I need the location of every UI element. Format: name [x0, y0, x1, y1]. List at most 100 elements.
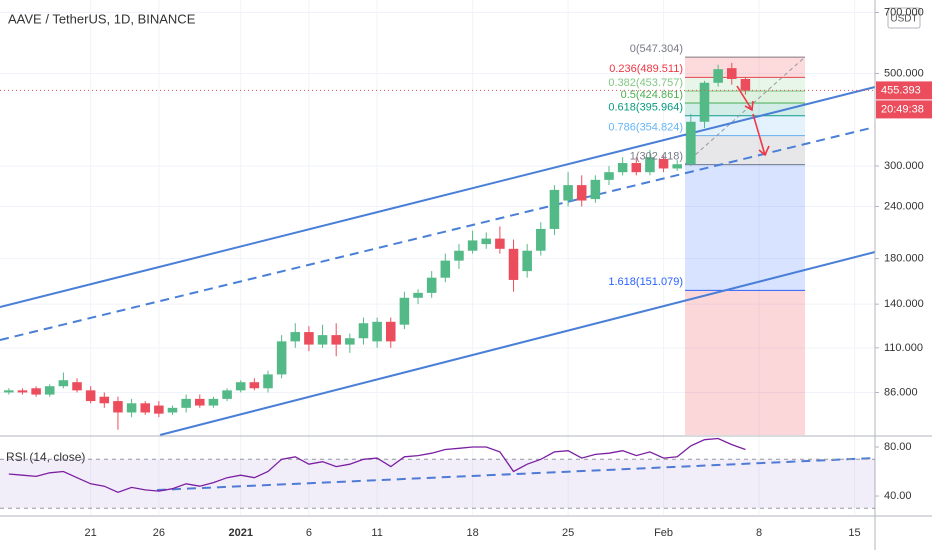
fib-label: 0.5(424.861)	[621, 89, 683, 101]
candle-body	[85, 390, 96, 402]
rsi-line	[8, 437, 746, 494]
fib-label: 0.236(489.511)	[609, 63, 683, 75]
y-tick-label: 110.000	[884, 342, 923, 354]
channel-bottom	[159, 251, 876, 436]
y-tick-label: 500.000	[884, 67, 924, 79]
candle-body	[426, 277, 437, 293]
rsi-y-tick-label: 80.00	[884, 441, 912, 453]
candle-body	[44, 386, 55, 395]
y-tick-label: 300.000	[884, 160, 924, 172]
x-tick-label: 11	[371, 527, 382, 539]
candle-body	[276, 341, 287, 375]
candle-body	[686, 121, 696, 165]
candle-body	[726, 68, 737, 79]
candle-body	[645, 157, 655, 173]
x-tick-label: 26	[153, 527, 165, 539]
fib-zone	[685, 91, 805, 103]
rsi-band	[0, 459, 875, 509]
fib-label: 0.786(354.824)	[608, 122, 683, 134]
candle-body	[440, 260, 451, 278]
y-tick-label: 240.000	[884, 200, 924, 212]
x-tick-label: 18	[466, 527, 478, 539]
fib-zone	[685, 135, 805, 165]
y-tick-label: 140.000	[884, 298, 924, 310]
fib-zone	[685, 164, 805, 291]
candle-body	[304, 332, 314, 345]
x-tick-label: 6	[306, 527, 312, 539]
rsi-title: RSI (14, close)	[6, 450, 85, 464]
fib-zone	[685, 57, 805, 78]
y-tick-label: 700.000	[884, 6, 924, 18]
projection-arrows	[736, 85, 770, 157]
channel-top	[0, 86, 876, 308]
x-tick-label: 21	[85, 527, 97, 539]
candle-body	[576, 185, 587, 201]
candle-body	[590, 179, 601, 200]
chart-title: AAVE / TetherUS, 1D, BINANCE	[8, 11, 196, 26]
candle-body	[549, 189, 560, 229]
last-price-label: 455.393	[881, 84, 921, 96]
candle-body	[249, 382, 260, 389]
candle-body	[399, 297, 410, 325]
candle-body	[467, 240, 478, 251]
x-tick-label: Feb	[654, 527, 673, 539]
candle-body	[167, 407, 178, 413]
candle-body	[740, 78, 751, 91]
countdown-box	[876, 100, 932, 119]
candle-body	[713, 69, 723, 83]
candle-body	[290, 332, 301, 342]
x-tick-label: 25	[562, 527, 574, 539]
fib-zone	[685, 115, 805, 136]
currency-label[interactable]: USDT	[890, 14, 917, 25]
candle-body	[385, 321, 396, 342]
candle-body	[699, 82, 710, 122]
candle-body	[222, 390, 232, 399]
last-price-box	[876, 81, 932, 100]
candle-body	[72, 382, 82, 391]
x-tick-label: 8	[756, 527, 762, 539]
currency-button[interactable]	[887, 7, 921, 29]
candle-body	[658, 158, 669, 169]
fib-label: 1.618(151.079)	[608, 276, 683, 288]
candle-body	[413, 292, 423, 298]
candle-body	[154, 405, 164, 414]
candle-body	[317, 335, 328, 345]
candle-body	[17, 390, 28, 393]
countdown-label: 20:49:38	[881, 103, 924, 115]
candle-body	[481, 238, 492, 245]
fib-trend-line	[684, 56, 806, 165]
candle-body	[672, 164, 682, 169]
x-tick-label: 2021	[228, 527, 252, 539]
candle-body	[235, 382, 246, 391]
candle-body	[208, 398, 219, 406]
candle-body	[617, 163, 628, 173]
candle-body	[345, 338, 355, 345]
candle-body	[522, 250, 532, 272]
candle-body	[263, 374, 273, 389]
fib-label: 1(302.418)	[630, 150, 683, 162]
candle-body	[604, 172, 614, 180]
y-tick-label: 180.000	[884, 253, 924, 265]
fib-label: 0.382(453.757)	[608, 77, 683, 89]
candle-body	[508, 248, 519, 280]
candle-body	[4, 390, 14, 393]
candle-body	[58, 380, 69, 387]
candle-body	[631, 163, 642, 173]
fib-label: 0.618(395.964)	[608, 102, 683, 114]
candle-body	[195, 398, 205, 406]
y-tick-label: 86.000	[884, 386, 918, 398]
candle-body	[113, 401, 123, 413]
candle-body	[563, 185, 573, 201]
candle-body	[331, 335, 341, 345]
channel-mid	[0, 126, 876, 341]
candle-body	[99, 396, 110, 404]
fib-risk-zone	[685, 290, 805, 435]
candle-body	[372, 321, 382, 342]
candle-body	[126, 403, 137, 413]
fib-label: 0(547.304)	[630, 43, 683, 55]
candle-body	[495, 238, 505, 249]
candle-body	[358, 323, 369, 339]
